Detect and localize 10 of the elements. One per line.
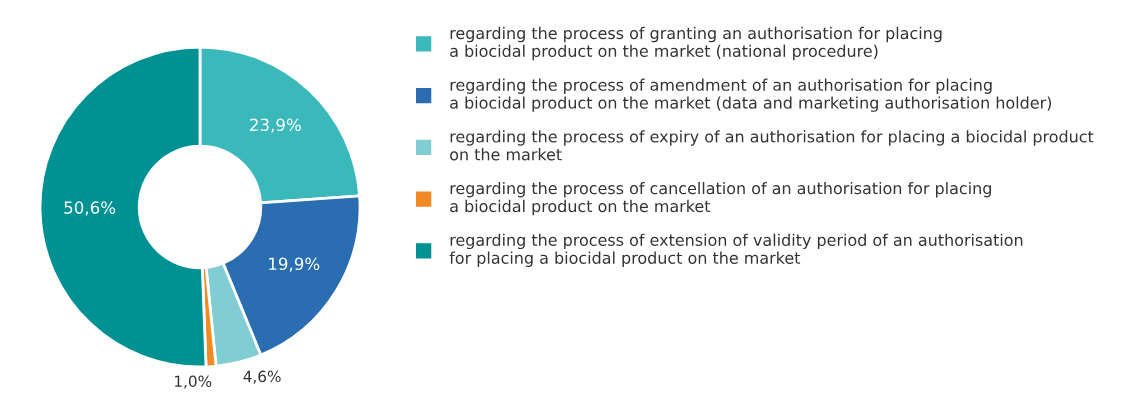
data-label: 23,9% bbox=[250, 118, 301, 133]
data-label: 50,6% bbox=[64, 201, 116, 216]
data-label: 1,0% bbox=[175, 375, 212, 389]
legend-label: regarding the process of cancellation of an authorisation for placing a biocidal product on the market bbox=[450, 181, 991, 216]
legend-label: regarding the process of amendment of an authorisation for placing a biocidal product on the market (data and marketing authorisation holder) bbox=[450, 78, 1052, 112]
legend-label: regarding the process of granting an authorisation for placing a biocidal product on the market (national procedure) bbox=[450, 26, 942, 61]
legend-label: regarding the process of expiry of an authorisation for placing a biocidal product on the market bbox=[450, 130, 1094, 161]
data-label: 4,6% bbox=[243, 370, 281, 384]
legend-label: regarding the process of extension of validity period of an authorisation for placing a biocidal product on the market bbox=[449, 233, 1023, 267]
data-label: 19,9% bbox=[269, 257, 320, 272]
